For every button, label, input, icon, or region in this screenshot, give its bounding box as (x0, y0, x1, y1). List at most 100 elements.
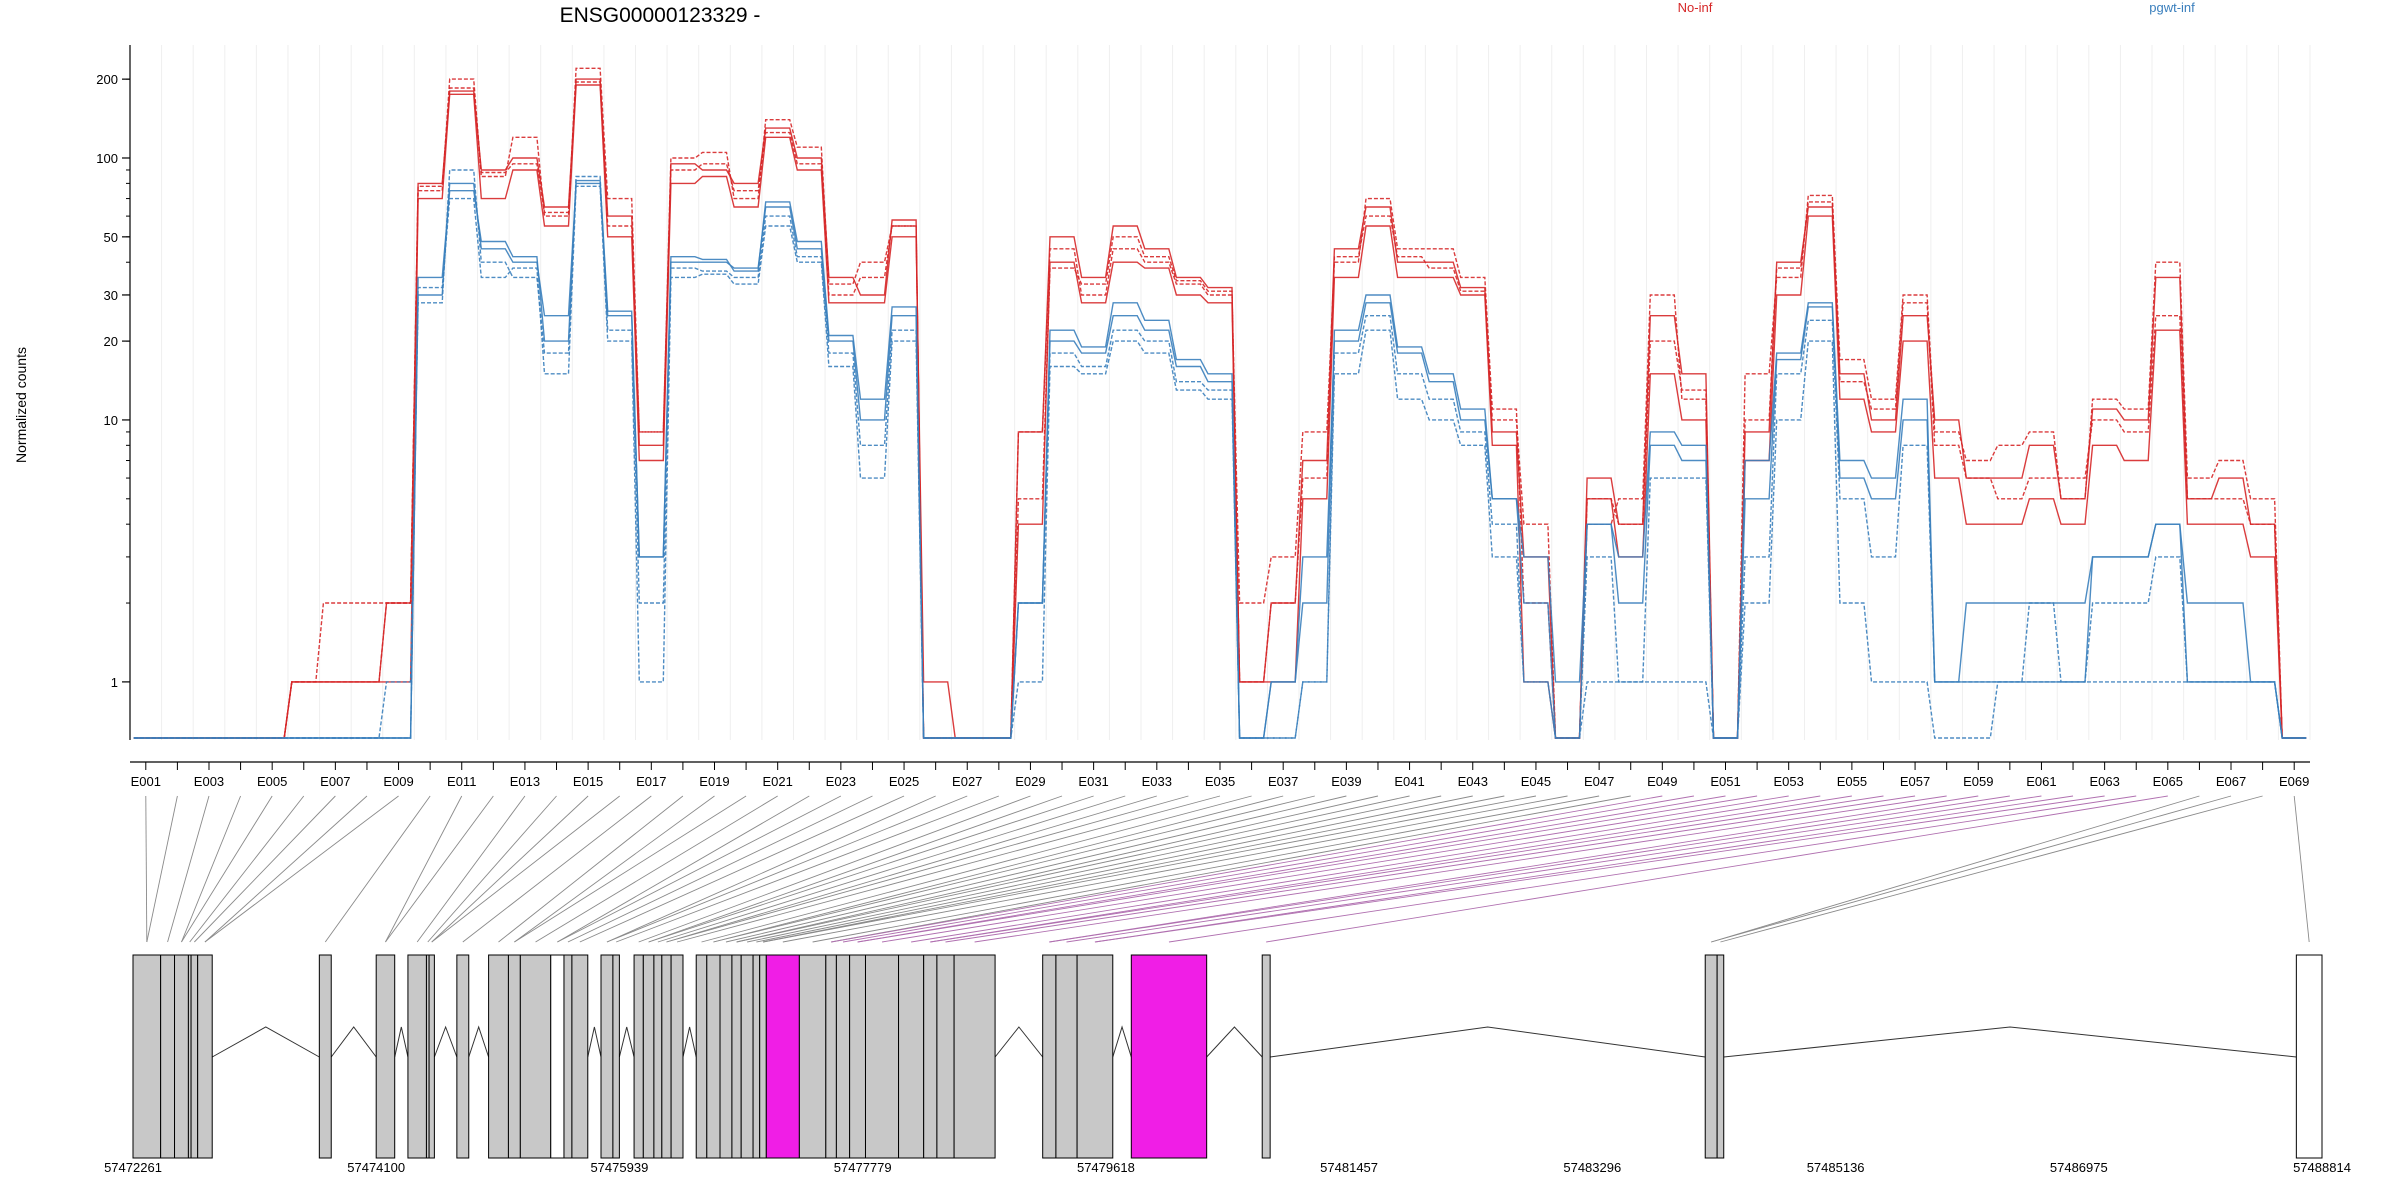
exon-connectors (145, 795, 2310, 943)
exon-box-e015 (519, 954, 552, 1159)
exon-connector (930, 795, 1884, 943)
exon-box-e026 (695, 954, 708, 1159)
y-tick-label: 50 (104, 230, 118, 245)
exon-box-e011 (428, 954, 435, 1159)
exon-connector (881, 795, 1789, 943)
exon-box-e044 (1055, 954, 1078, 1159)
exon-connector (416, 795, 526, 943)
exon-box-e022 (642, 954, 655, 1159)
x-tick-label: E035 (1205, 774, 1235, 789)
exon-connector (1720, 795, 2263, 943)
intron-junction (211, 1026, 320, 1058)
exon-connector (725, 795, 1347, 943)
intron-junction (330, 1026, 377, 1058)
x-tick-label: E001 (131, 774, 161, 789)
gene-coordinate-label: 57488814 (2293, 1160, 2351, 1175)
x-tick-label: E047 (1584, 774, 1614, 789)
exon-connector (713, 795, 1284, 943)
intron-junction (618, 1026, 635, 1058)
chart-title: ENSG00000123329 - (560, 4, 761, 27)
exon-box-e045 (1076, 954, 1114, 1159)
exon-box-e001 (132, 954, 162, 1159)
exon-box-e032 (759, 954, 767, 1159)
exon-box-e008 (375, 954, 396, 1159)
exon-box-e034 (798, 954, 827, 1159)
exon-connector (713, 795, 1315, 943)
x-tick-label: E059 (1963, 774, 1993, 789)
exon-connector (1168, 795, 2137, 943)
exon-box-e035 (825, 954, 837, 1159)
series-line-no-inf (133, 81, 2307, 739)
x-tick-label: E057 (1900, 774, 1930, 789)
exon-box-e018 (571, 954, 589, 1159)
gene-coordinate-label: 57479618 (1077, 1160, 1135, 1175)
exon-connector (606, 795, 968, 943)
y-tick-label: 30 (104, 288, 118, 303)
series-line-no-inf (133, 67, 2307, 739)
intron-junction (682, 1026, 697, 1058)
exon-box-e036 (835, 954, 851, 1159)
gene-coordinate-axis: 57472261 57474100 57475939 57477779 57479618… (104, 1160, 2351, 1175)
exon-box-e039 (898, 954, 925, 1159)
x-tick-label: E009 (383, 774, 413, 789)
exon-connector (535, 795, 778, 943)
exon-box-e030 (740, 954, 754, 1159)
exon-connector (615, 795, 1000, 943)
exon-connector (145, 795, 148, 943)
x-tick-label: E065 (2153, 774, 2183, 789)
exon-box-e031 (752, 954, 761, 1159)
exon-box-e050 (2295, 954, 2323, 1159)
exon-connector (606, 795, 936, 943)
x-tick-label: E017 (636, 774, 666, 789)
exon-connector (1049, 795, 1979, 943)
exon-connector (385, 795, 494, 943)
exon-connector (2293, 795, 2310, 943)
exon-connector (1711, 795, 2232, 943)
exon-box-e049 (1716, 954, 1725, 1159)
x-tick-label: E061 (2026, 774, 2056, 789)
exon-connector (431, 795, 620, 943)
gene-coordinate-label: 57474100 (347, 1160, 405, 1175)
exon-connector (736, 795, 1410, 943)
exon-connector (930, 795, 1852, 943)
exon-connector (567, 795, 873, 943)
intron-junction (1270, 1026, 1706, 1058)
exon-box-e037 (849, 954, 866, 1159)
exon-connector (638, 795, 1031, 943)
exon-connector (204, 795, 399, 943)
gene-coordinate-label: 57477779 (834, 1160, 892, 1175)
x-tick-label: E041 (1394, 774, 1424, 789)
exon-box-e009 (407, 954, 427, 1159)
series-line-no-inf (133, 84, 2307, 739)
exon-box-e013 (488, 954, 509, 1159)
x-tick-label: E013 (510, 774, 540, 789)
exon-connector (1066, 795, 2042, 943)
exon-connector (648, 795, 1063, 943)
exon-connector (167, 795, 210, 943)
exon-connector (857, 795, 1726, 943)
exon-box-e029 (731, 954, 742, 1159)
gene-coordinate-label: 57481457 (1320, 1160, 1378, 1175)
exon-box-e017 (563, 954, 573, 1159)
x-tick-label: E011 (447, 774, 476, 789)
exon-connector (842, 795, 1694, 943)
exon-connector (756, 795, 1473, 943)
exon-connector (514, 795, 747, 943)
intron-junction (1206, 1026, 1263, 1058)
exon-connector (1711, 795, 2200, 943)
exon-connector (557, 795, 810, 943)
x-tick-label: E019 (699, 774, 729, 789)
x-tick-label: E005 (257, 774, 287, 789)
exon-box-e012 (456, 954, 470, 1159)
series-line-no-inf (133, 78, 2307, 739)
intron-junction (587, 1026, 602, 1058)
y-tick-label: 200 (96, 72, 118, 87)
exon-connector (747, 795, 1442, 943)
x-tick-label: E043 (1458, 774, 1488, 789)
y-tick-label: 20 (104, 334, 118, 349)
exon-connector (181, 795, 273, 943)
exon-box-e020 (612, 954, 620, 1159)
x-tick-label: E037 (1268, 774, 1298, 789)
exon-box-e024 (661, 954, 672, 1159)
series-line-pgwt-inf (133, 179, 2307, 739)
